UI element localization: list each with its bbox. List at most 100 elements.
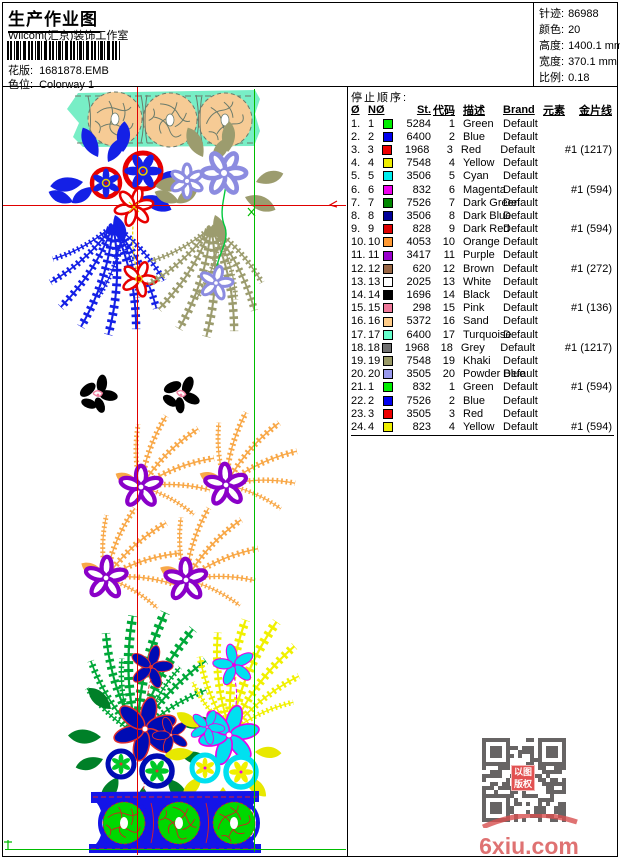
- cell-brand: Default: [503, 236, 538, 249]
- table-row: 24. 4 823 4 Yellow Default #1 (594): [351, 420, 614, 433]
- cell-seq: 19.: [351, 354, 367, 367]
- cell-st: 620: [412, 262, 431, 275]
- cell-code: 17: [442, 328, 455, 341]
- cell-desc: Black: [463, 289, 490, 302]
- cell-desc: Red: [463, 407, 484, 420]
- thread-color-swatch: [383, 158, 393, 169]
- cell-code: 1: [448, 117, 455, 130]
- table-row: 13. 13 2025 13 White Default: [351, 275, 614, 288]
- cell-seq: 4.: [351, 157, 361, 170]
- color-count-row: 颜色: 20: [539, 24, 581, 36]
- cell-st: 1968: [404, 341, 430, 354]
- col-needle: NØ: [368, 104, 385, 116]
- cell-code: 5: [448, 170, 455, 183]
- upper-bouquet: [46, 121, 286, 337]
- cell-brand: Default: [503, 289, 538, 302]
- cell-seq: 8.: [351, 209, 361, 222]
- cell-desc: Magenta: [463, 183, 506, 196]
- table-row: 16. 16 5372 16 Sand Default: [351, 315, 614, 328]
- cell-n: 6: [368, 183, 375, 196]
- table-row: 5. 5 3506 5 Cyan Default: [351, 170, 614, 183]
- cell-st: 4053: [406, 236, 431, 249]
- table-row: 4. 4 7548 4 Yellow Default: [351, 157, 614, 170]
- cell-swatch: [383, 236, 400, 248]
- cell-st: 298: [412, 302, 431, 315]
- cell-desc: White: [463, 275, 492, 288]
- colorway-row: 色位: Colorway 1: [8, 76, 94, 92]
- cell-code: 11: [443, 249, 455, 262]
- table-row: 11. 11 3417 11 Purple Default: [351, 249, 614, 262]
- cell-code: 6: [448, 183, 455, 196]
- cell-st: 2025: [406, 275, 431, 288]
- cell-brand: Default: [503, 328, 538, 341]
- cell-brand: Default: [503, 183, 538, 196]
- cell-brand: Default: [503, 275, 538, 288]
- table-row: 2. 2 6400 2 Blue Default: [351, 130, 614, 143]
- cell-st: 1968: [404, 143, 430, 156]
- pattern-row: 花版: 1681878.EMB: [8, 62, 109, 78]
- cell-desc: Dark Red: [463, 223, 510, 236]
- cell-desc: Green: [463, 117, 494, 130]
- cell-desc: Yellow: [463, 157, 495, 170]
- cell-code: 7: [448, 196, 455, 209]
- cell-seq: 20.: [351, 368, 367, 381]
- pattern-value: 1681878.EMB: [39, 65, 109, 77]
- cell-swatch: [383, 131, 400, 143]
- thread-color-swatch: [383, 369, 393, 380]
- cell-n: 3: [367, 143, 374, 156]
- cell-code: 2: [448, 394, 455, 407]
- cell-swatch: [383, 421, 400, 433]
- cell-swatch: [383, 197, 400, 209]
- cell-sqn: #1 (136): [571, 302, 612, 315]
- cell-n: 3: [368, 407, 375, 420]
- thread-color-swatch: [383, 316, 393, 327]
- cell-n: 16: [368, 315, 381, 328]
- cell-code: 20: [442, 368, 455, 381]
- cell-desc: Turquoise: [463, 328, 512, 341]
- cell-st: 832: [412, 381, 431, 394]
- cell-desc: Pink: [463, 302, 485, 315]
- cell-swatch: [383, 210, 400, 222]
- cell-seq: 6.: [351, 183, 361, 196]
- cell-n: 17: [368, 328, 381, 341]
- page-title: 生产作业图: [8, 5, 100, 33]
- thread-color-swatch: [382, 342, 393, 353]
- cell-swatch: [383, 118, 400, 130]
- cell-n: 15: [368, 302, 381, 315]
- table-row: 23. 3 3505 3 Red Default: [351, 407, 614, 420]
- table-row: 9. 9 828 9 Dark Red Default #1 (594): [351, 223, 614, 236]
- cell-brand: Default: [503, 117, 538, 130]
- thread-color-swatch: [383, 303, 393, 314]
- cell-desc: Blue: [463, 394, 486, 407]
- cell-swatch: [382, 144, 399, 156]
- table-row: 3. 3 1968 3 Red Default #1 (1217): [351, 143, 614, 156]
- thread-color-swatch: [383, 395, 393, 406]
- cell-n: 20: [368, 368, 381, 381]
- cell-st: 832: [412, 183, 431, 196]
- cell-code: 1: [448, 381, 455, 394]
- thread-color-swatch: [383, 276, 393, 287]
- table-row: 15. 15 298 15 Pink Default #1 (136): [351, 302, 614, 315]
- cell-n: 4: [368, 420, 375, 433]
- cell-swatch: [383, 381, 400, 393]
- cell-st: 828: [412, 223, 431, 236]
- cell-brand: Default: [503, 302, 538, 315]
- thread-color-swatch: [382, 145, 393, 156]
- thread-color-swatch: [383, 356, 393, 367]
- col-brand: Brand: [503, 104, 535, 116]
- cell-code: 8: [448, 209, 455, 222]
- cell-brand: Default: [500, 341, 536, 354]
- cell-brand: Default: [503, 157, 538, 170]
- cell-n: 14: [368, 289, 381, 302]
- thread-color-swatch: [383, 131, 393, 142]
- thread-color-swatch: [383, 408, 393, 419]
- cell-desc: Sand: [463, 315, 489, 328]
- studio-name: Wilcom(汇京)装饰工作室: [8, 30, 129, 42]
- cell-desc: Purple: [463, 249, 495, 262]
- cell-swatch: [382, 342, 399, 354]
- cell-seq: 14.: [351, 289, 367, 302]
- cell-seq: 18.: [351, 341, 367, 354]
- cell-n: 7: [368, 196, 375, 209]
- pattern-label: 花版:: [8, 65, 34, 77]
